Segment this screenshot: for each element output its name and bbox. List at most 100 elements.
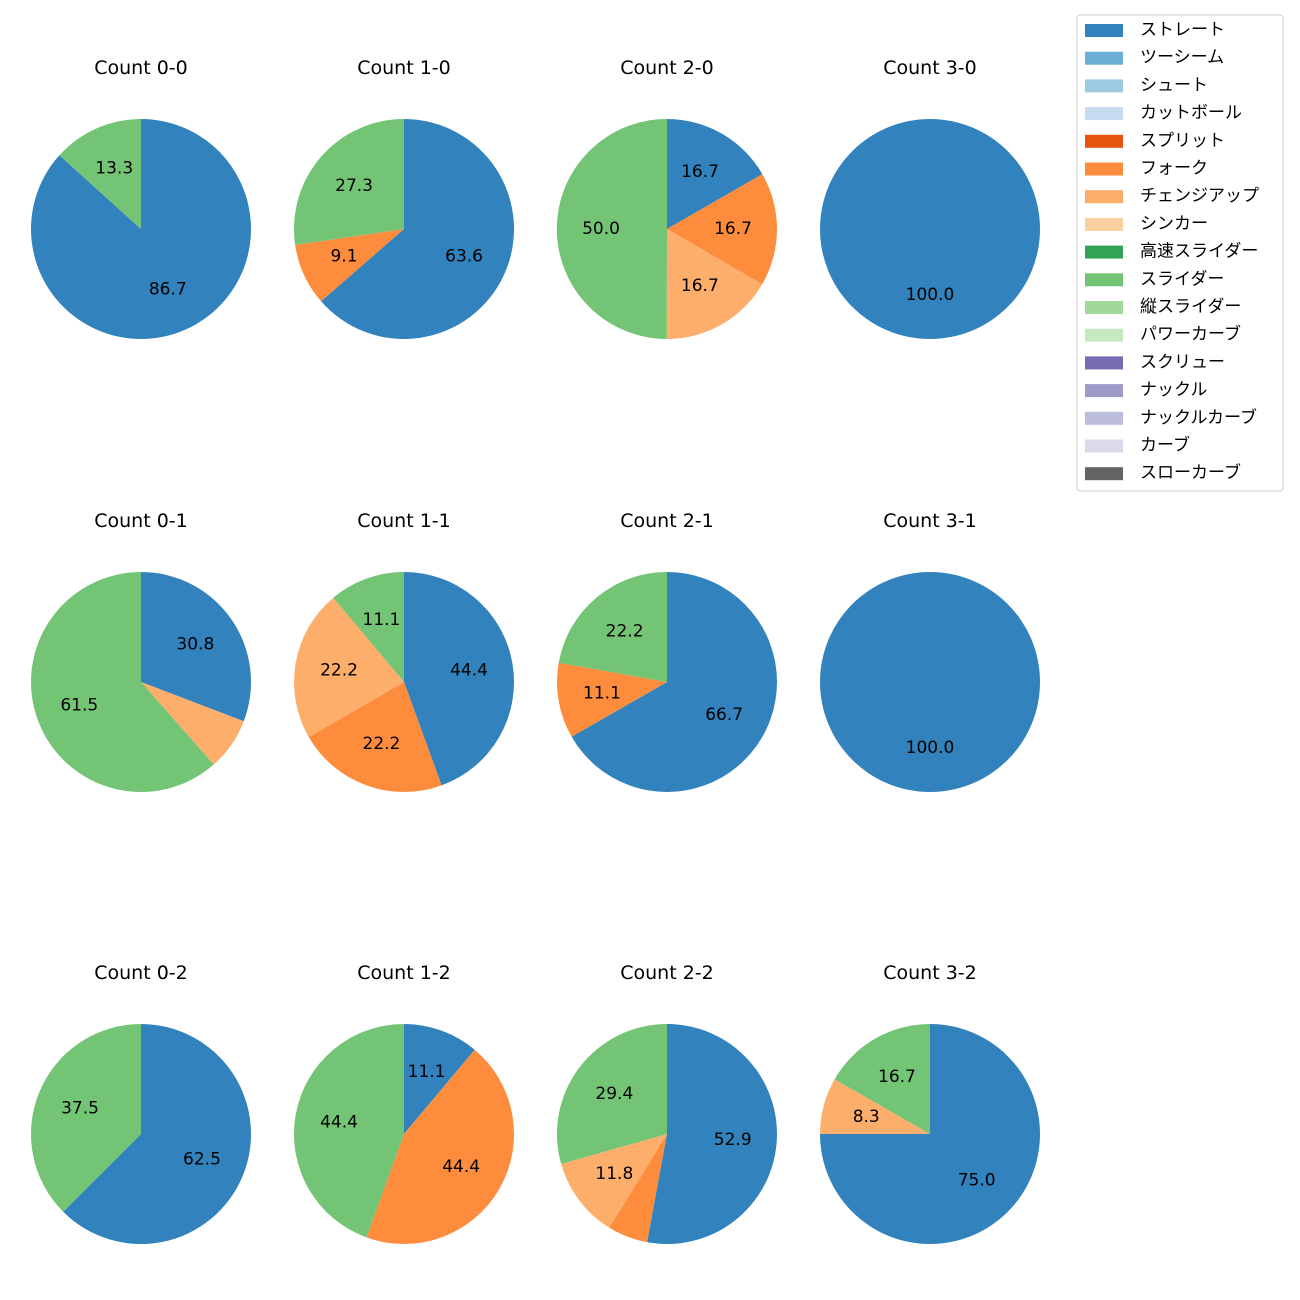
legend-items: ストレートツーシームシュートカットボールスプリットフォークチェンジアップシンカー… xyxy=(1085,20,1259,483)
pie-slice xyxy=(666,229,763,340)
pie-slice xyxy=(294,597,404,737)
slice-label: 100.0 xyxy=(906,285,955,305)
pie-chart: Count 2-0 16.7 16.7 16.7 50.0 xyxy=(556,57,778,340)
pie-chart: Count 2-2 52.9 11.8 29.4 xyxy=(557,962,777,1244)
legend-label: スローカーブ xyxy=(1140,462,1241,483)
slice-label: 27.3 xyxy=(335,176,373,196)
pie-chart: Count 1-2 11.1 44.4 44.4 xyxy=(293,962,515,1245)
slice-label: 44.4 xyxy=(450,661,488,681)
legend-swatch xyxy=(1085,328,1123,342)
slice-label: 44.4 xyxy=(320,1113,358,1133)
pie-slice xyxy=(294,119,404,245)
pie-slice xyxy=(834,1024,930,1134)
slice-label: 16.7 xyxy=(681,276,719,296)
legend-label: シュート xyxy=(1140,75,1208,95)
legend: ストレートツーシームシュートカットボールスプリットフォークチェンジアップシンカー… xyxy=(1076,14,1284,492)
slice-label: 37.5 xyxy=(61,1099,99,1119)
legend-swatch xyxy=(1085,467,1123,481)
pie-title: Count 2-1 xyxy=(620,510,714,532)
legend-swatch xyxy=(1085,24,1123,37)
legend-label: ナックル xyxy=(1140,380,1208,400)
legend-label: フォーク xyxy=(1140,159,1208,179)
slice-label: 11.1 xyxy=(363,610,401,630)
pie-chart: Count 0-0 86.7 13.3 xyxy=(30,57,251,339)
legend-label: カットボール xyxy=(1140,103,1242,123)
pie-slice xyxy=(321,119,515,339)
legend-swatch xyxy=(1085,439,1123,453)
pie-chart: Count 1-0 63.6 9.1 27.3 xyxy=(294,57,515,339)
pie-slice xyxy=(820,119,1040,339)
pie-slice xyxy=(557,662,667,737)
legend-swatch xyxy=(1085,162,1123,176)
slice-label: 61.5 xyxy=(60,695,98,715)
slice-label: 8.3 xyxy=(853,1107,880,1127)
slice-label: 13.3 xyxy=(95,159,133,179)
pie-slice xyxy=(293,1024,404,1238)
pie-title: Count 1-2 xyxy=(357,962,451,984)
slice-label: 9.1 xyxy=(330,247,357,267)
pie-slice xyxy=(366,1049,515,1245)
pie-slice xyxy=(404,1024,475,1134)
legend-swatch xyxy=(1085,245,1123,259)
pie-title: Count 3-0 xyxy=(883,57,977,79)
slice-label: 75.0 xyxy=(958,1171,996,1191)
legend-label: スプリット xyxy=(1140,131,1225,151)
pie-chart: Count 0-2 62.5 37.5 xyxy=(31,962,252,1244)
pie-slice xyxy=(561,1134,667,1228)
legend-label: ストレート xyxy=(1140,20,1225,40)
slice-label: 22.2 xyxy=(320,661,358,681)
pie-title: Count 0-1 xyxy=(94,510,188,532)
pie-title: Count 2-2 xyxy=(620,962,714,984)
legend-label: ツーシーム xyxy=(1140,48,1224,68)
pie-slice xyxy=(571,572,777,792)
slice-label: 11.1 xyxy=(583,683,621,703)
slice-label: 86.7 xyxy=(149,279,187,299)
legend-label: 縦スライダー xyxy=(1140,297,1241,317)
pie-slice xyxy=(333,572,404,682)
pie-slice xyxy=(556,118,667,339)
pie-chart: Count 3-0 100.0 xyxy=(820,57,1040,339)
legend-label: パワーカーブ xyxy=(1140,324,1241,345)
slice-label: 44.4 xyxy=(442,1157,480,1177)
slice-label: 63.6 xyxy=(445,246,483,266)
pie-slice xyxy=(30,571,214,793)
slice-label: 52.9 xyxy=(714,1130,752,1150)
pie-slice xyxy=(63,1024,252,1244)
pie-chart: Count 3-2 75.0 8.3 16.7 xyxy=(819,962,1040,1244)
legend-label: ナックルカーブ xyxy=(1140,407,1257,428)
legend-label: 高速スライダー xyxy=(1140,242,1258,262)
pie-slice xyxy=(558,572,667,682)
legend-label: シンカー xyxy=(1140,214,1208,234)
legend-swatch xyxy=(1085,107,1123,121)
pie-slice xyxy=(141,682,244,765)
slice-label: 16.7 xyxy=(878,1067,916,1087)
pie-chart: Count 1-1 44.4 22.2 22.2 11.1 xyxy=(294,510,515,793)
slice-label: 50.0 xyxy=(582,219,620,239)
legend-label: カーブ xyxy=(1140,435,1190,456)
slice-label: 22.2 xyxy=(606,621,644,641)
legend-swatch xyxy=(1085,51,1123,65)
pie-slice xyxy=(295,229,404,302)
legend-swatch xyxy=(1085,273,1123,287)
legend-swatch xyxy=(1085,411,1123,425)
pie-title: Count 2-0 xyxy=(620,57,714,79)
pie-slice xyxy=(404,572,515,786)
slice-label: 16.7 xyxy=(714,219,752,239)
pie-slice xyxy=(308,682,442,793)
slice-label: 11.8 xyxy=(595,1164,633,1184)
pie-slice xyxy=(647,1024,777,1244)
legend-label: スライダー xyxy=(1140,269,1224,289)
pie-slice xyxy=(667,174,778,285)
pie-title: Count 1-1 xyxy=(357,510,451,532)
legend-label: チェンジアップ xyxy=(1140,186,1259,206)
slice-label: 62.5 xyxy=(183,1149,221,1169)
slice-label: 30.8 xyxy=(176,635,214,655)
pie-title: Count 3-1 xyxy=(883,510,977,532)
legend-swatch xyxy=(1085,301,1123,314)
slice-label: 11.1 xyxy=(408,1062,446,1082)
slice-label: 29.4 xyxy=(595,1084,633,1104)
legend-swatch xyxy=(1085,79,1123,93)
slice-label: 100.0 xyxy=(906,738,955,758)
pie-slice xyxy=(819,1079,930,1134)
